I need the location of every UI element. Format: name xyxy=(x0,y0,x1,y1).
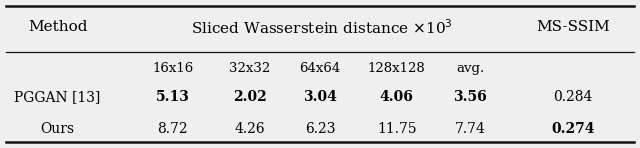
Text: 128x128: 128x128 xyxy=(368,62,426,75)
Text: 6.23: 6.23 xyxy=(305,122,335,136)
Text: Method: Method xyxy=(28,20,87,34)
Text: Sliced Wasserstein distance $\times$10$^3$: Sliced Wasserstein distance $\times$10$^… xyxy=(191,18,452,37)
Text: 16x16: 16x16 xyxy=(152,62,193,75)
Text: 64x64: 64x64 xyxy=(300,62,340,75)
Text: 4.06: 4.06 xyxy=(380,90,413,104)
Text: 2.02: 2.02 xyxy=(233,90,266,104)
Text: 0.274: 0.274 xyxy=(551,122,595,136)
Text: 5.13: 5.13 xyxy=(156,90,189,104)
Text: 3.56: 3.56 xyxy=(454,90,487,104)
Text: avg.: avg. xyxy=(456,62,484,75)
Text: 32x32: 32x32 xyxy=(229,62,270,75)
Text: 8.72: 8.72 xyxy=(157,122,188,136)
Text: 4.26: 4.26 xyxy=(234,122,265,136)
Text: 7.74: 7.74 xyxy=(455,122,486,136)
Text: 3.04: 3.04 xyxy=(303,90,337,104)
Text: 11.75: 11.75 xyxy=(377,122,417,136)
Text: MS-SSIM: MS-SSIM xyxy=(536,20,610,34)
Text: 0.284: 0.284 xyxy=(553,90,593,104)
Text: PGGAN [13]: PGGAN [13] xyxy=(15,90,100,104)
Text: Ours: Ours xyxy=(40,122,75,136)
